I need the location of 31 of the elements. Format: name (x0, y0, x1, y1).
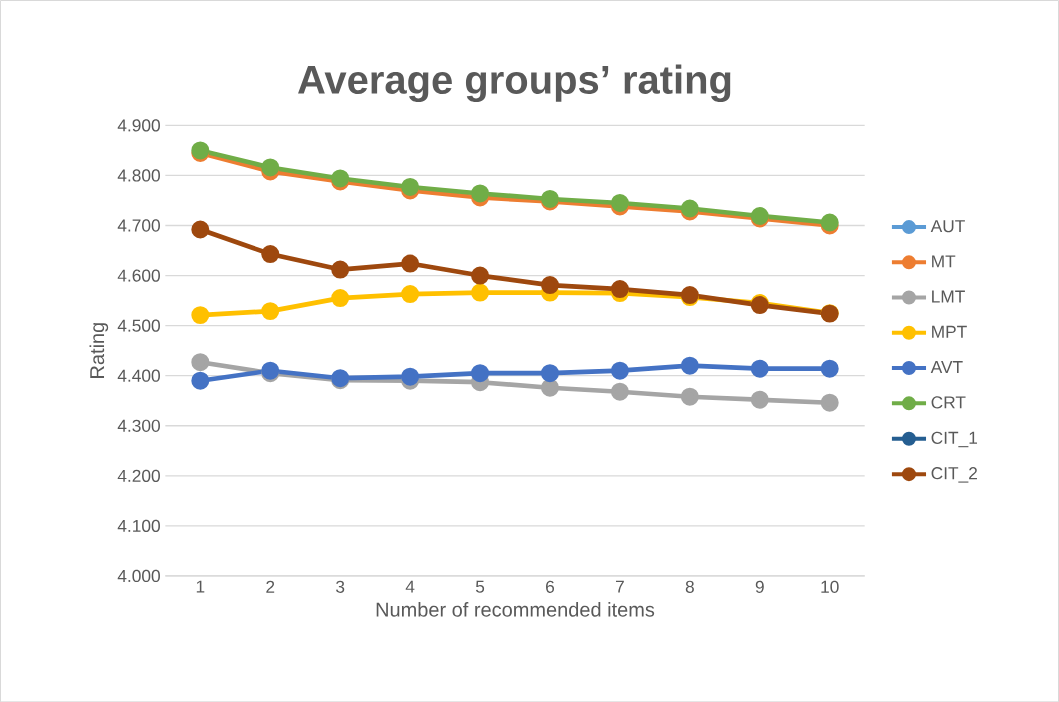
x-tick-label: 4 (405, 580, 415, 593)
x-tick-label: 10 (821, 580, 839, 593)
legend-label: LMT (932, 290, 965, 303)
x-tick-label: 7 (616, 580, 624, 593)
x-tick-label: 5 (475, 580, 485, 593)
y-tick-label: 4.400 (117, 369, 160, 382)
x-tick-label: 3 (336, 580, 345, 593)
y-tick-label: 4.800 (117, 169, 160, 182)
y-tick-label: 4.900 (117, 119, 160, 132)
legend-label: CIT_1 (931, 431, 978, 448)
y-tick-label: 4.600 (117, 269, 160, 282)
x-axis-title: Number of recommended items (376, 601, 655, 617)
legend-label: MT (932, 255, 956, 268)
x-tick-label: 2 (266, 580, 275, 593)
y-tick-label: 4.500 (117, 319, 160, 332)
y-axis-title: Rating (89, 322, 109, 378)
y-tick-label: 4.200 (117, 469, 160, 482)
legend-label: AUT (930, 220, 965, 233)
legend-label: CIT_2 (931, 466, 977, 483)
y-tick-label: 4.000 (117, 569, 160, 582)
legend-label: AVT (930, 360, 963, 373)
x-tick-label: 1 (196, 580, 205, 593)
y-tick-label: 4.300 (117, 419, 160, 432)
x-tick-label: 9 (755, 580, 764, 593)
legend-label: MPT (932, 325, 967, 338)
y-tick-label: 4.700 (117, 219, 160, 232)
x-tick-label: 6 (546, 580, 555, 593)
legend-label: CRT (931, 396, 966, 409)
chart-title: Average groups’ rating (298, 64, 731, 102)
x-tick-label: 8 (685, 580, 694, 593)
y-tick-label: 4.100 (117, 519, 160, 532)
